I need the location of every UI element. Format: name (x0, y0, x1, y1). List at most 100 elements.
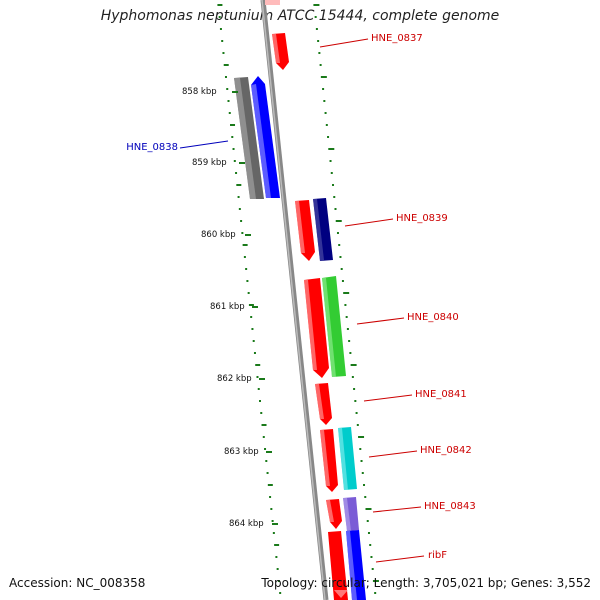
gc-dot-outer (315, 28, 318, 30)
gc-dot-inner (233, 160, 236, 162)
gc-dot-outer (322, 88, 325, 90)
kbp-tick-mark (252, 306, 258, 308)
gc-dot-inner (274, 544, 280, 546)
gc-dot-inner (271, 520, 274, 522)
gc-dot-inner (269, 496, 272, 498)
gc-dot-inner (253, 352, 256, 354)
gc-dot-inner (217, 4, 223, 6)
kbp-tick-mark (266, 451, 272, 453)
gc-dot-inner (270, 508, 273, 510)
gc-dot-outer (350, 364, 357, 366)
gc-dot-inner (221, 40, 224, 42)
gc-dot-inner (265, 460, 268, 462)
gc-dot-inner (235, 172, 238, 174)
gene-label[interactable]: HNE_0837 (371, 33, 423, 44)
gc-dot-inner (251, 328, 254, 330)
gc-dot-inner (277, 580, 280, 582)
gc-dot-inner (230, 124, 236, 126)
gc-dot-outer (314, 16, 317, 18)
gc-dot-outer (341, 280, 344, 282)
gene-leader-line (319, 38, 369, 48)
gene-hne-0842[interactable] (338, 427, 357, 490)
gc-dot-outer (336, 232, 339, 234)
gc-dot-outer (356, 424, 359, 426)
gc-dot-outer (355, 412, 358, 414)
gene-label[interactable]: HNE_0839 (396, 213, 448, 224)
gene-ribf-red[interactable] (328, 531, 348, 600)
gc-dot-inner (272, 532, 275, 534)
gene-hne-0840[interactable] (322, 276, 346, 377)
gc-dot-outer (372, 580, 379, 582)
gene-hne-0843-red[interactable] (326, 499, 342, 529)
gc-dot-inner (256, 376, 259, 378)
genome-backbone (260, 0, 329, 600)
gc-dot-outer (340, 268, 343, 270)
gc-dot-inner (248, 304, 254, 306)
genome-summary: Topology: circular; Length: 3,705,021 bp… (261, 576, 591, 590)
kbp-tick-label: 858 kbp (182, 87, 217, 97)
gc-dot-outer (327, 136, 330, 138)
gc-dot-inner (255, 364, 261, 366)
gc-dot-inner (232, 148, 235, 150)
gc-dot-inner (264, 448, 267, 450)
gc-dot-outer (354, 400, 357, 402)
gc-dot-inner (246, 280, 249, 282)
gene-hne-0842-red[interactable] (320, 429, 338, 492)
gc-dot-outer (338, 244, 341, 246)
gene-leader-line (368, 450, 418, 458)
gc-dot-inner (223, 64, 229, 66)
gene-label[interactable]: HNE_0841 (415, 389, 467, 400)
gene-hne-0838[interactable] (251, 76, 280, 198)
kbp-tick-mark (245, 234, 251, 236)
gene-hne-0839-red[interactable] (295, 200, 315, 261)
gene-label[interactable]: HNE_0840 (407, 312, 459, 323)
gene-label[interactable]: HNE_0842 (420, 445, 472, 456)
gc-dot-outer (332, 184, 335, 186)
gene-hne-0843[interactable] (343, 497, 359, 531)
gene-leader-line (179, 140, 229, 149)
gene-label[interactable]: ribF (428, 550, 447, 561)
gc-dot-outer (370, 556, 373, 558)
gc-dot-outer (346, 328, 349, 330)
gc-dot-inner (241, 232, 244, 234)
gene-leader-line (356, 317, 405, 325)
gc-dot-inner (228, 112, 231, 114)
kbp-tick-label: 859 kbp (192, 158, 227, 168)
gene-label[interactable]: HNE_0838 (126, 142, 178, 153)
accession-label: Accession: NC_008358 (9, 576, 146, 590)
kbp-tick-label: 863 kbp (224, 447, 259, 457)
gc-dot-outer (374, 592, 377, 594)
gc-dot-inner (237, 196, 240, 198)
gene-hne-0837[interactable] (265, 0, 289, 70)
gc-dot-outer (359, 448, 362, 450)
gene-hne-0840-red[interactable] (304, 278, 329, 378)
gc-dot-outer (344, 304, 347, 306)
gc-dot-inner (238, 208, 241, 210)
gene-hne-0838-gray[interactable] (234, 77, 264, 199)
gc-dot-inner (260, 412, 263, 414)
kbp-tick-label: 861 kbp (210, 302, 245, 312)
gc-dot-inner (227, 100, 230, 102)
gene-leader-line (375, 555, 425, 563)
gc-dot-outer (351, 376, 354, 378)
gc-dot-inner (245, 268, 248, 270)
gc-dot-outer (369, 544, 372, 546)
gc-dot-outer (323, 100, 326, 102)
gc-dot-outer (313, 4, 320, 6)
gc-dot-tracks (217, 4, 379, 594)
gc-dot-inner (257, 388, 260, 390)
gc-dot-outer (328, 148, 335, 150)
gc-dot-inner (266, 472, 269, 474)
gene-ribf[interactable] (346, 530, 366, 600)
gene-hne-0841[interactable] (315, 383, 332, 425)
gene-hne-0839[interactable] (313, 198, 333, 261)
gc-dot-inner (261, 424, 267, 426)
genome-backbone-highlight (261, 0, 326, 600)
gene-label[interactable]: HNE_0843 (424, 501, 476, 512)
gc-dot-outer (349, 352, 352, 354)
gc-dot-inner (242, 244, 248, 246)
gc-dot-outer (335, 220, 342, 222)
gc-dot-inner (262, 436, 265, 438)
gc-dot-inner (243, 256, 246, 258)
